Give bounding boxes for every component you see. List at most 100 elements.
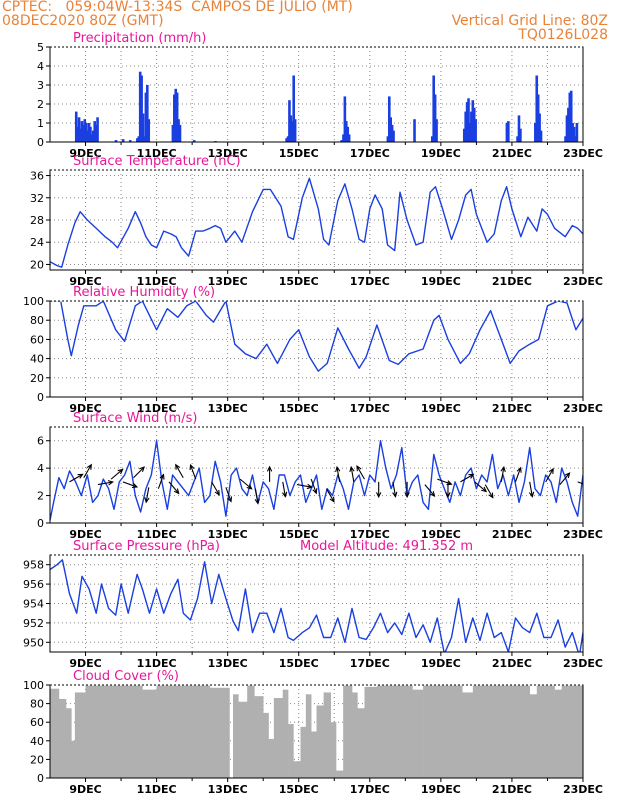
- y-tick-label: 4: [37, 60, 44, 73]
- precip-bar: [462, 128, 466, 142]
- precip-bar: [539, 130, 543, 142]
- precip-bar: [138, 71, 142, 142]
- y-tick-label: 32: [30, 192, 44, 205]
- x-tick-label: 17DEC: [350, 528, 390, 541]
- x-tick-label: 9DEC: [69, 147, 101, 160]
- precip-bar: [347, 134, 351, 142]
- cloud-bar: [85, 685, 143, 778]
- y-tick-label: 6: [37, 435, 44, 448]
- y-tick-label: 0: [37, 517, 44, 530]
- wind-arrow: [577, 481, 583, 485]
- precip-bar: [507, 121, 510, 142]
- precip-bar: [136, 138, 139, 142]
- cloud-bar: [529, 694, 538, 778]
- y-tick-label: 952: [23, 617, 44, 630]
- wind-arrow: [239, 478, 253, 490]
- precip-bar: [192, 140, 196, 142]
- x-tick-label: 19DEC: [421, 783, 461, 796]
- x-tick-label: 17DEC: [350, 275, 390, 288]
- x-tick-label: 13DEC: [208, 783, 248, 796]
- x-tick-label: 13DEC: [208, 402, 248, 415]
- cloud-bar: [311, 731, 317, 778]
- precip-bar: [519, 128, 522, 142]
- panel-frame: [49, 300, 584, 398]
- wind-arrow: [349, 465, 355, 482]
- precip-bar: [567, 107, 570, 142]
- precip-bar: [137, 136, 141, 142]
- precip-bar: [290, 121, 294, 142]
- x-tick-label: 11DEC: [137, 147, 177, 160]
- panel-title: Precipitation (mm/h): [73, 31, 206, 46]
- y-tick-label: 100: [23, 295, 44, 308]
- x-tick-label: 15DEC: [279, 275, 319, 288]
- wind-arrow: [97, 480, 114, 486]
- x-tick-label: 23DEC: [563, 275, 603, 288]
- precip-bar: [535, 75, 539, 142]
- precip-bar: [516, 136, 519, 142]
- precip-bar: [288, 100, 291, 142]
- x-tick-label: 11DEC: [137, 528, 177, 541]
- wind-arrow: [474, 481, 488, 493]
- precip-bar: [536, 94, 540, 142]
- cloud-bar: [412, 689, 424, 778]
- x-tick-label: 11DEC: [137, 275, 177, 288]
- precip-bar: [94, 124, 98, 142]
- y-tick-label: 28: [30, 214, 44, 227]
- x-tick-label: 13DEC: [208, 147, 248, 160]
- precip-bar: [84, 123, 88, 142]
- x-tick-label: 9DEC: [69, 402, 101, 415]
- header-model-id: TQ0126L028: [518, 27, 608, 43]
- precip-bar: [468, 123, 472, 142]
- series-line: [50, 301, 583, 372]
- precip-bar: [471, 100, 475, 142]
- x-tick-label: 23DEC: [563, 147, 603, 160]
- x-tick-label: 13DEC: [208, 275, 248, 288]
- panel-precip: Precipitation (mm/h) 0 1 2 3 4 5 9DEC 11DEC 13DEC…: [37, 31, 603, 160]
- precip-bar: [141, 113, 145, 142]
- x-tick-label: 23DEC: [563, 528, 603, 541]
- precip-bar: [572, 126, 576, 142]
- x-tick-label: 11DEC: [137, 657, 177, 670]
- precip-bar: [285, 138, 288, 142]
- cloud-bar: [462, 692, 474, 778]
- wind-arrow: [168, 481, 180, 495]
- model-altitude: Model Altitude: 491.352 m: [300, 539, 473, 554]
- y-tick-label: 2: [37, 490, 44, 503]
- precip-bar: [177, 119, 180, 142]
- x-tick-label: 9DEC: [69, 275, 101, 288]
- precip-bar: [344, 121, 348, 142]
- precip-bar: [91, 130, 95, 142]
- precip-bar: [289, 115, 293, 142]
- precip-bar: [144, 92, 148, 142]
- panel-frame: [49, 169, 584, 271]
- x-tick-label: 21DEC: [492, 147, 532, 160]
- precip-bar: [173, 94, 176, 142]
- precip-bar: [128, 140, 132, 142]
- precip-bar: [343, 96, 347, 142]
- x-tick-label: 9DEC: [69, 657, 101, 670]
- cloud-bar: [561, 685, 583, 778]
- cloud-bar: [282, 689, 289, 778]
- x-tick-label: 21DEC: [492, 402, 532, 415]
- x-tick-label: 11DEC: [137, 783, 177, 796]
- x-tick-label: 21DEC: [492, 528, 532, 541]
- series-line: [50, 177, 583, 268]
- wind-arrow: [437, 478, 453, 486]
- panel-rh: Relative Humidity (%) 0 20 40 60 80 100 9DEC 11D…: [23, 285, 603, 415]
- x-tick-label: 15DEC: [279, 402, 319, 415]
- y-tick-label: 80: [30, 314, 44, 327]
- precip-bar: [392, 130, 395, 142]
- wind-arrow: [325, 488, 335, 503]
- wind-arrow: [122, 481, 139, 489]
- panel-title: Cloud Cover (%): [73, 669, 179, 684]
- cloud-bar: [74, 692, 86, 778]
- wind-arrow: [189, 463, 197, 480]
- wind-arrow: [528, 481, 535, 498]
- precip-bar: [293, 119, 297, 142]
- cloud-bar: [300, 726, 307, 778]
- precip-bar: [464, 111, 467, 142]
- x-tick-label: 15DEC: [279, 147, 319, 160]
- x-tick-label: 13DEC: [208, 528, 248, 541]
- y-tick-label: 4: [37, 462, 44, 475]
